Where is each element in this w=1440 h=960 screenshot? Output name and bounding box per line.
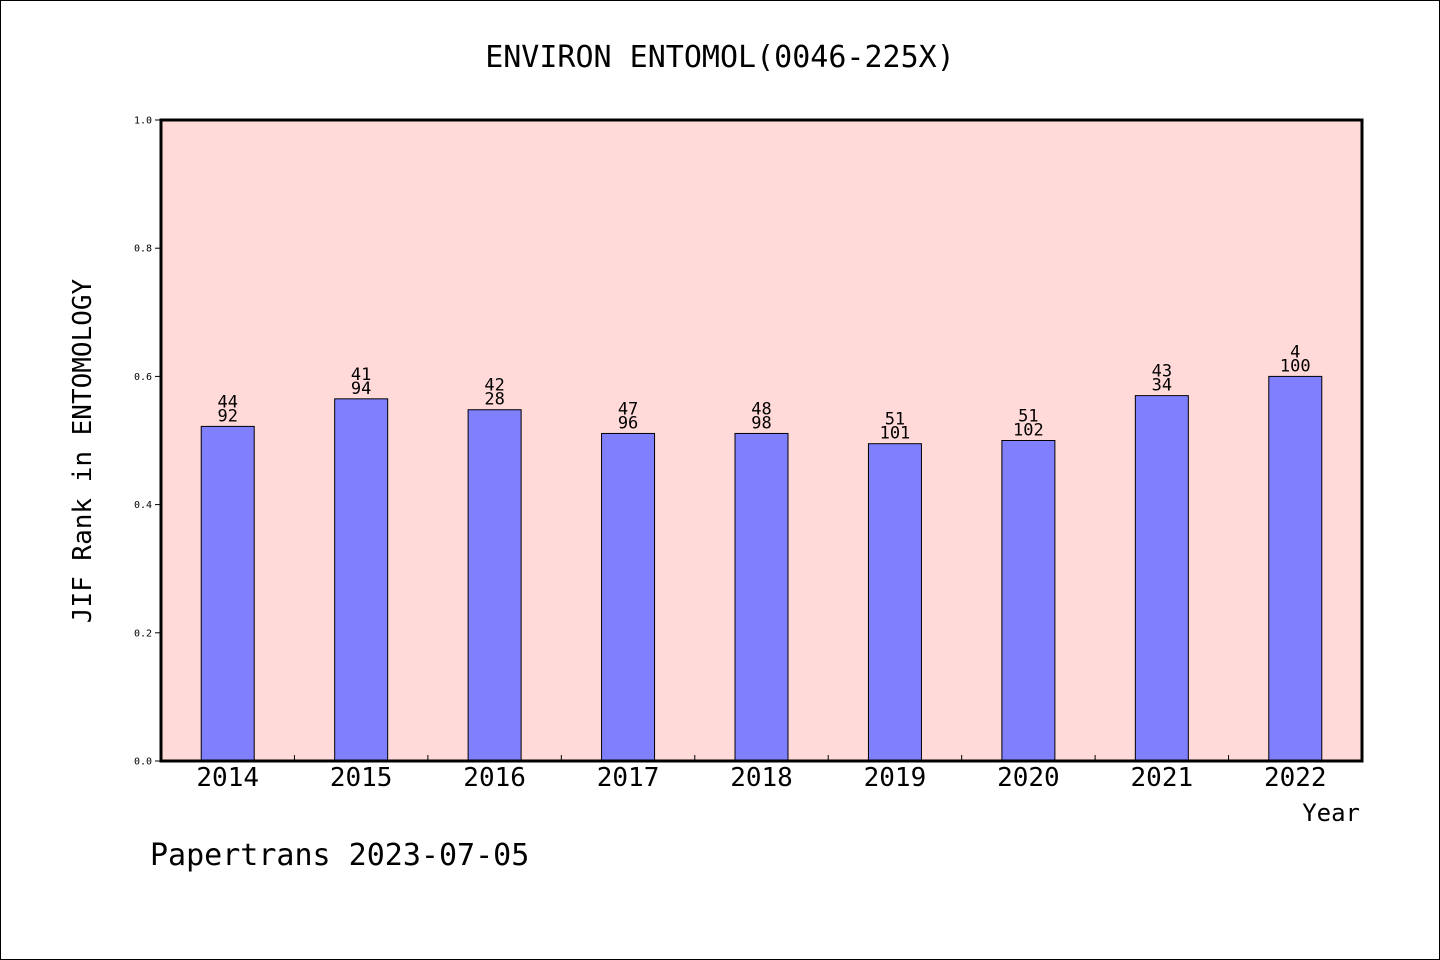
x-axis-label: Year <box>1302 799 1360 827</box>
y-axis-label: JIF Rank in ENTOMOLOGY <box>68 278 98 623</box>
plot-border <box>159 118 1364 763</box>
bar-label-top: 51 <box>1018 407 1038 427</box>
x-tick-label: 2015 <box>330 763 393 793</box>
bar-label-bottom: 34 <box>1152 376 1172 396</box>
footer-credit: Papertrans 2023-07-05 <box>150 838 529 873</box>
x-tick-label: 2019 <box>864 763 927 793</box>
bar-label-bottom: 28 <box>484 390 504 410</box>
y-tick-label: 1.0 <box>134 116 152 127</box>
bar-2016 <box>467 409 522 762</box>
bar-2019 <box>867 443 922 762</box>
bar-2018 <box>734 432 789 762</box>
bar-label-bottom: 101 <box>880 424 911 444</box>
y-tick-label: 0.2 <box>134 628 152 639</box>
bar-label-bottom: 98 <box>751 413 771 433</box>
y-tick-label: 0.4 <box>134 500 152 511</box>
bar-label-bottom: 100 <box>1280 356 1311 376</box>
bar-2020 <box>1001 440 1056 762</box>
x-tick-label: 2018 <box>730 763 793 793</box>
bar-label-top: 48 <box>751 399 771 419</box>
bar-2014 <box>200 425 255 762</box>
bar-label-top: 4 <box>1290 342 1300 362</box>
bar-2017 <box>601 432 656 762</box>
bar-label-top: 51 <box>885 410 905 430</box>
x-tick-label: 2021 <box>1131 763 1194 793</box>
x-tick-label: 2014 <box>196 763 259 793</box>
bar-label-bottom: 102 <box>1013 421 1044 441</box>
bar-label-bottom: 92 <box>217 406 237 426</box>
bar-2015 <box>334 398 389 762</box>
y-axis: 0.0 0.2 0.4 0.6 0.8 1.0 <box>134 116 161 768</box>
x-tick-label: 2020 <box>997 763 1060 793</box>
x-tick-label: 2017 <box>597 763 660 793</box>
bars-layer <box>200 375 1323 762</box>
y-tick-label: 0.0 <box>134 757 152 768</box>
bar-2022 <box>1268 375 1323 762</box>
bar-label-top: 44 <box>217 392 237 412</box>
chart-title: ENVIRON ENTOMOL(0046-225X) <box>485 40 955 75</box>
y-tick-label: 0.8 <box>134 244 152 255</box>
bar-label-top: 41 <box>351 365 371 385</box>
x-axis: 2014 2015 2016 2017 2018 2019 2020 2021 2022 <box>196 755 1327 793</box>
x-tick-label: 2016 <box>463 763 526 793</box>
bar-label-top: 42 <box>484 376 504 396</box>
bar-label-bottom: 94 <box>351 379 371 399</box>
y-tick-label: 0.6 <box>134 372 152 383</box>
x-tick-label: 2022 <box>1264 763 1327 793</box>
bar-label-top: 43 <box>1152 362 1172 382</box>
bar-2021 <box>1134 395 1189 762</box>
bar-label-bottom: 96 <box>618 413 638 433</box>
bar-label-top: 47 <box>618 399 638 419</box>
